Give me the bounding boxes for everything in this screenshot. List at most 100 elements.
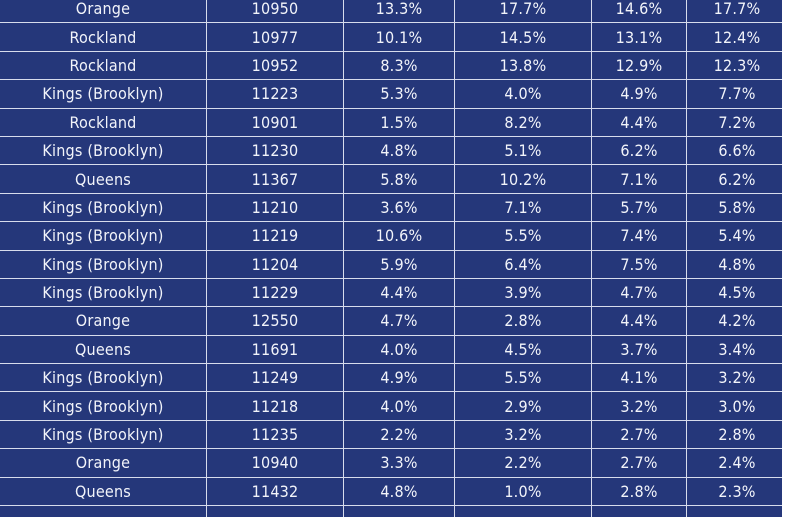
county-text: Rockland: [69, 55, 137, 75]
zip-code-cell: 10940: [206, 448, 344, 478]
value-col-4-cell: 3.4%: [686, 334, 782, 365]
value-col-1-cell: 4.0%: [343, 391, 455, 421]
value-col-4-text: 7.7%: [718, 84, 756, 104]
value-col-3-text: 4.9%: [620, 84, 658, 104]
value-col-1-cell: 4.9%: [343, 363, 455, 393]
value-col-2-text: 17.7%: [499, 0, 547, 19]
zip-code-cell: 11219: [206, 221, 344, 251]
value-col-3-cell: 3.2%: [591, 391, 687, 421]
value-col-1-text: 5.8%: [380, 169, 418, 189]
zip-code-cell: 12550: [206, 306, 344, 336]
value-col-4-text: 3.2%: [718, 368, 756, 388]
county-text: Orange: [75, 0, 131, 19]
value-col-3-text: 2.7%: [620, 453, 658, 473]
value-col-3-text: 2.7%: [620, 425, 658, 445]
zip-code-text: 10952: [251, 55, 299, 75]
value-col-1-cell: 13.3%: [343, 0, 455, 24]
value-col-4-text: 2.4%: [718, 453, 756, 473]
county-text: Rockland: [69, 27, 137, 47]
value-col-4-text: 12.4%: [713, 27, 761, 47]
value-col-1-text: 3.6%: [380, 197, 418, 217]
value-col-2-text: 4.5%: [504, 339, 542, 359]
value-col-2-text: 6.4%: [504, 254, 542, 274]
value-col-4-text: 17.7%: [713, 0, 761, 19]
value-col-3-text: 5.7%: [620, 197, 658, 217]
table-row: Kings (Brooklyn) 11230 4.8% 5.1% 6.2% 6.6%: [0, 135, 782, 166]
value-col-2-cell: 6.4%: [454, 249, 592, 279]
county-text: Kings (Brooklyn): [42, 283, 164, 303]
table-row: Kings (Brooklyn) 11235 2.2% 3.2% 2.7% 2.8%: [0, 419, 782, 450]
value-col-3-cell: 7.1%: [591, 164, 687, 194]
value-col-3-cell: 2.7%: [591, 448, 687, 478]
value-col-1-cell: 2.2%: [343, 419, 455, 450]
value-col-1-cell: 4.8%: [343, 135, 455, 166]
value-col-2-text: 10.2%: [499, 169, 547, 189]
county-cell: Rockland: [0, 22, 207, 52]
value-col-4-text: 6.6%: [718, 141, 756, 161]
value-col-2-text: 3.9%: [504, 283, 542, 303]
value-col-2-text: 2.2%: [504, 453, 542, 473]
value-col-4-text: 6.2%: [718, 169, 756, 189]
data-table-panel: Orange 10950 13.3% 17.7% 14.6% 17.7% Rockland 1…: [0, 0, 782, 517]
value-col-3-cell: 14.6%: [591, 0, 687, 24]
table-row: Kings (Brooklyn) 11210 3.6% 7.1% 5.7% 5.8%: [0, 192, 782, 223]
value-col-3-text: 4.1%: [620, 368, 658, 388]
value-col-1-text: 3.3%: [380, 453, 418, 473]
zip-code-text: 11249: [251, 368, 299, 388]
table-row: Kings (Brooklyn) 11218 4.0% 2.9% 3.2% 3.0%: [0, 391, 782, 421]
zip-code-text: 10977: [251, 27, 299, 47]
value-col-1-text: 2.2%: [380, 425, 418, 445]
value-col-1-text: 4.0%: [380, 339, 418, 359]
county-text: Kings (Brooklyn): [42, 514, 163, 517]
value-col-2-text: 13.8%: [499, 55, 547, 75]
county-text: Orange: [75, 311, 131, 331]
value-col-3-cell: 13.1%: [591, 22, 687, 52]
value-col-4-cell: 2.3%: [686, 476, 782, 507]
value-col-3-cell: 4.9%: [591, 79, 687, 109]
value-col-2-cell: 13.8%: [454, 50, 592, 81]
county-text: Kings (Brooklyn): [42, 197, 164, 217]
zip-code-text: 11367: [251, 169, 299, 189]
value-col-2-text: 2.8%: [504, 311, 542, 331]
value-col-1-cell: 5.9%: [343, 249, 455, 279]
value-col-1-text: 13.3%: [375, 0, 423, 19]
zip-code-cell: [206, 505, 344, 517]
county-text: Queens: [75, 169, 131, 189]
value-col-3-text: 2.8%: [620, 481, 658, 501]
value-col-4-cell: 7.7%: [686, 79, 782, 109]
table-row: Kings (Brooklyn) 11229 4.4% 3.9% 4.7% 4.5%: [0, 277, 782, 308]
value-col-1-text: 4.8%: [380, 481, 418, 501]
county-cell: Rockland: [0, 107, 207, 137]
table-row: Queens 11691 4.0% 4.5% 3.7% 3.4%: [0, 334, 782, 365]
value-col-2-cell: 5.1%: [454, 135, 592, 166]
value-col-1-cell: 4.0%: [343, 334, 455, 365]
table-row: Orange 10940 3.3% 2.2% 2.7% 2.4%: [0, 448, 782, 478]
county-text: Kings (Brooklyn): [42, 425, 164, 445]
value-col-2-text: 4.0%: [504, 84, 542, 104]
value-col-1-cell: 4.4%: [343, 277, 455, 308]
value-col-1-text: 4.0%: [380, 396, 418, 416]
value-col-2-text: 7.1%: [504, 197, 542, 217]
value-col-1-text: 4.9%: [380, 368, 418, 388]
zip-code-text: 12550: [251, 311, 299, 331]
value-col-3-text: 3.2%: [620, 396, 658, 416]
value-col-3-text: 12.9%: [615, 55, 663, 75]
value-col-3-text: 4.7%: [620, 283, 658, 303]
zip-code-data-table: Orange 10950 13.3% 17.7% 14.6% 17.7% Rockland 1…: [0, 0, 782, 517]
county-cell: Queens: [0, 334, 207, 365]
value-col-4-text: 5.8%: [718, 197, 756, 217]
value-col-2-cell: 10.2%: [454, 164, 592, 194]
county-cell: Orange: [0, 306, 207, 336]
value-col-3-cell: 4.4%: [591, 306, 687, 336]
value-col-3-text: 4.4%: [620, 112, 658, 132]
table-row: Kings (Brooklyn) 11249 4.9% 5.5% 4.1% 3.2%: [0, 363, 782, 393]
value-col-2-cell: 1.0%: [454, 476, 592, 507]
county-cell: Kings (Brooklyn): [0, 391, 207, 421]
value-col-1-cell: 5.8%: [343, 164, 455, 194]
zip-code-text: 11691: [251, 339, 299, 359]
value-col-4-text: 2.8%: [718, 425, 756, 445]
value-col-3-cell: 7.4%: [591, 221, 687, 251]
value-col-4-cell: 4.8%: [686, 249, 782, 279]
value-col-3-cell: 4.4%: [591, 107, 687, 137]
value-col-1-text: 4.8%: [380, 141, 418, 161]
